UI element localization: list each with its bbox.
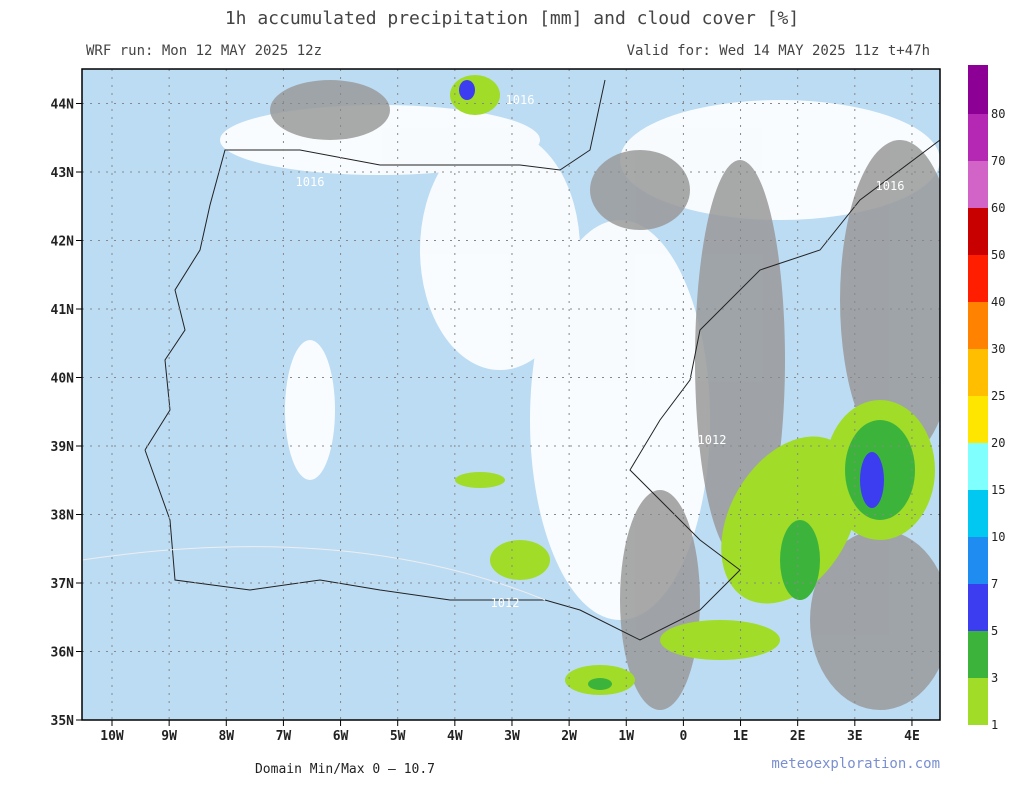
isobar-label: 1016 (296, 175, 325, 189)
lat-label: 41N (51, 303, 75, 318)
colorbar-swatch (968, 114, 988, 161)
colorbar-label: 25 (991, 389, 1005, 403)
map-area: 1016 1016 1016 1012 1012 (82, 69, 940, 720)
run-info: WRF run: Mon 12 MAY 2025 12z (86, 43, 322, 59)
lon-label: 7W (276, 729, 292, 744)
lat-label: 40N (51, 372, 75, 387)
valid-info: Valid for: Wed 14 MAY 2025 11z t+47h (627, 43, 930, 59)
lat-label: 39N (51, 440, 75, 455)
credit: meteoexploration.com (771, 756, 940, 772)
colorbar-swatch (968, 161, 988, 208)
colorbar-label: 30 (991, 342, 1005, 356)
colorbar-label: 50 (991, 248, 1005, 262)
colorbar-label: 60 (991, 201, 1005, 215)
isobar-label: 1012 (491, 596, 520, 610)
colorbar-label: 70 (991, 154, 1005, 168)
lon-label: 1W (618, 729, 634, 744)
lon-label: 5W (390, 729, 406, 744)
colorbar-swatch (968, 443, 988, 490)
lon-label: 4E (904, 729, 920, 744)
lon-label: 2E (790, 729, 806, 744)
colorbar-swatch (968, 584, 988, 631)
colorbar-label: 5 (991, 624, 998, 638)
title: 1h accumulated precipitation [mm] and cl… (225, 8, 799, 29)
lat-label: 35N (51, 714, 75, 729)
colorbar-swatch (968, 396, 988, 443)
colorbar-label: 40 (991, 295, 1005, 309)
colorbar-swatch (968, 537, 988, 584)
lon-label: 8W (218, 729, 234, 744)
lon-label: 10W (100, 729, 124, 744)
lon-label: 9W (161, 729, 177, 744)
colorbar-label: 10 (991, 530, 1005, 544)
colorbar-swatch (968, 631, 988, 678)
colorbar-swatch (968, 490, 988, 537)
colorbar-label: 80 (991, 107, 1005, 121)
lon-label: 1E (733, 729, 749, 744)
lat-label: 44N (51, 98, 75, 113)
colorbar-swatch (968, 302, 988, 349)
colorbar-label: 1 (991, 718, 998, 732)
colorbar-swatch (968, 65, 988, 114)
colorbar-swatch (968, 255, 988, 302)
colorbar-label: 20 (991, 436, 1005, 450)
lon-label: 3W (504, 729, 520, 744)
colorbar-swatch (968, 208, 988, 255)
isobar-label: 1016 (876, 179, 905, 193)
lon-label: 0 (679, 729, 687, 744)
lat-label: 43N (51, 166, 75, 181)
colorbar-label: 15 (991, 483, 1005, 497)
domain-minmax: Domain Min/Max 0 — 10.7 (255, 762, 435, 777)
colorbar-label: 3 (991, 671, 998, 685)
isobar-label: 1016 (506, 93, 535, 107)
lon-label: 3E (847, 729, 863, 744)
lat-label: 37N (51, 577, 75, 592)
colorbar-swatch (968, 678, 988, 725)
lat-label: 42N (51, 235, 75, 250)
map-frame (81, 68, 941, 721)
lon-label: 2W (561, 729, 577, 744)
isobar-label: 1012 (698, 433, 727, 447)
lon-label: 6W (333, 729, 349, 744)
colorbar-label: 7 (991, 577, 998, 591)
lon-label: 4W (447, 729, 463, 744)
lat-label: 36N (51, 646, 75, 661)
colorbar-swatch (968, 349, 988, 396)
lat-label: 38N (51, 509, 75, 524)
